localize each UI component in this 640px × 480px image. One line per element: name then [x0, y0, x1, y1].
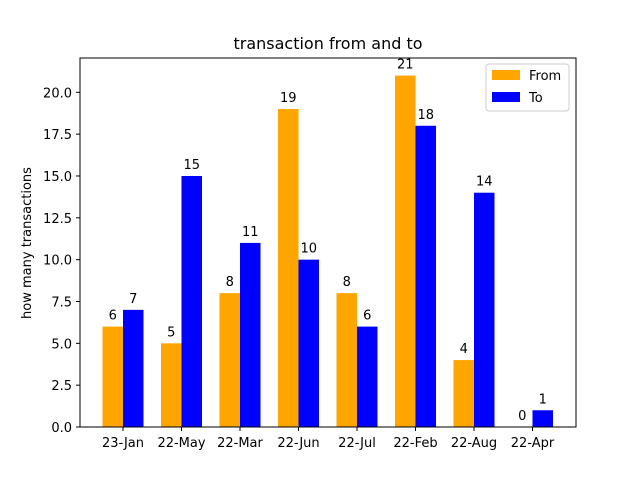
data-label-from-3: 19	[280, 91, 297, 106]
y-tick-label: 15.0	[43, 170, 72, 185]
bar-from-3	[278, 109, 299, 427]
legend-label-to: To	[528, 91, 543, 106]
data-label-to-6: 14	[476, 175, 493, 190]
bar-to-6	[474, 192, 495, 427]
legend-swatch-to	[492, 92, 520, 102]
y-tick-label: 20.0	[43, 86, 72, 101]
data-label-from-7: 0	[518, 409, 526, 424]
y-tick-label: 5.0	[51, 337, 72, 352]
x-tick-label: 23-Jan	[102, 436, 144, 451]
y-axis: 0.0 2.5 5.0 7.5 10.0 12.5 15.0 17.5 20.0	[43, 86, 80, 436]
data-label-from-5: 21	[397, 58, 414, 73]
legend: From To	[485, 63, 570, 112]
data-label-to-1: 15	[183, 158, 200, 173]
bar-to-0	[123, 309, 144, 427]
data-label-from-2: 8	[226, 275, 234, 290]
bar-to-1	[181, 175, 202, 427]
bars-group	[102, 75, 553, 428]
data-label-from-6: 4	[460, 342, 468, 357]
data-label-to-5: 18	[417, 108, 434, 123]
bar-from-0	[102, 326, 123, 427]
y-tick-label: 2.5	[51, 379, 72, 394]
y-tick-label: 10.0	[43, 254, 72, 269]
x-tick-label: 22-Aug	[451, 436, 497, 451]
data-label-from-4: 8	[343, 275, 351, 290]
x-tick-label: 22-Jun	[277, 436, 319, 451]
data-label-from-1: 5	[167, 325, 175, 340]
bar-from-2	[219, 293, 240, 427]
data-label-to-4: 6	[363, 309, 371, 324]
x-tick-label: 22-Mar	[217, 436, 263, 451]
bar-to-3	[298, 259, 319, 427]
plot-frame	[79, 57, 577, 428]
y-tick-label: 12.5	[43, 212, 72, 227]
y-axis-label: how many transactions	[20, 167, 35, 319]
x-tick-label: 22-May	[157, 436, 205, 451]
y-tick-label: 17.5	[43, 128, 72, 143]
data-labels-group: 6 5 8 19 8 21 4 0 7 15 11 10 6 18 14 1	[109, 58, 547, 424]
data-label-from-0: 6	[109, 309, 117, 324]
bar-to-2	[240, 242, 261, 427]
x-tick-label: 22-Jul	[338, 436, 376, 451]
data-label-to-2: 11	[242, 225, 259, 240]
x-tick-label: 22-Feb	[393, 436, 437, 451]
y-tick-label: 0.0	[51, 421, 72, 436]
bar-from-6	[453, 360, 474, 427]
bar-to-7	[532, 410, 553, 427]
chart-title: transaction from and to	[233, 34, 422, 53]
x-axis: 23-Jan 22-May 22-Mar 22-Jun 22-Jul 22-Feb 22-A…	[102, 427, 555, 451]
bar-from-5	[395, 75, 416, 428]
data-label-to-3: 10	[300, 242, 317, 257]
data-label-to-7: 1	[539, 392, 547, 407]
legend-swatch-from	[492, 70, 520, 80]
bar-from-4	[336, 293, 357, 427]
data-label-to-0: 7	[129, 292, 137, 307]
bar-to-5	[415, 125, 436, 427]
bar-from-1	[161, 343, 182, 427]
y-tick-label: 7.5	[51, 295, 72, 310]
x-tick-label: 22-Apr	[511, 436, 555, 451]
bar-to-4	[357, 326, 378, 427]
legend-label-from: From	[529, 69, 561, 84]
